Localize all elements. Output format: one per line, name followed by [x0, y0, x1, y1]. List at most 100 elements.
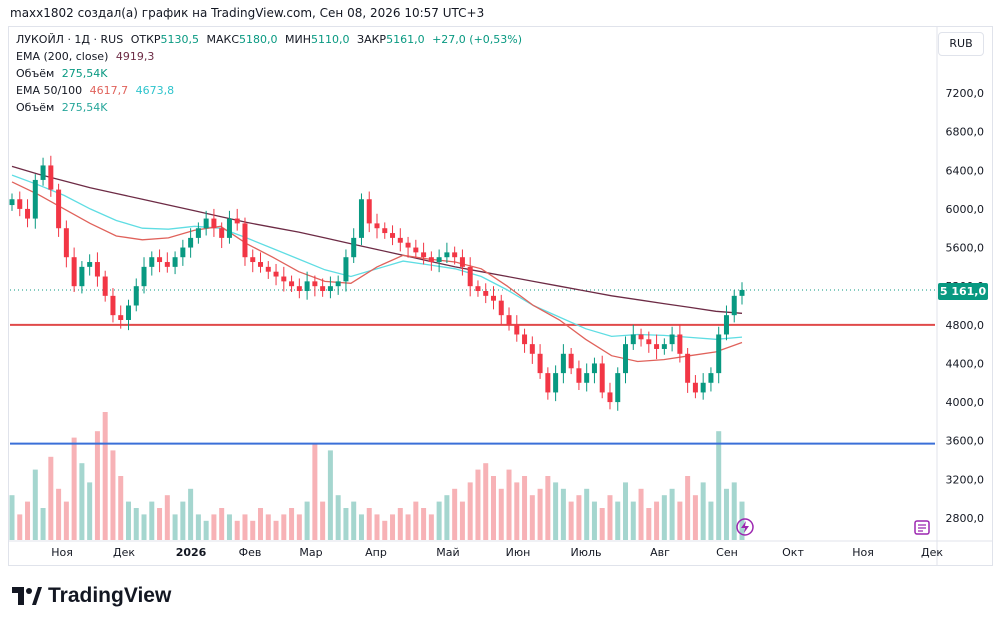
candle[interactable] — [553, 373, 559, 393]
candle[interactable] — [40, 165, 46, 180]
candle[interactable] — [312, 281, 318, 287]
candle[interactable] — [599, 363, 605, 393]
candle[interactable] — [576, 368, 582, 383]
candle[interactable] — [226, 218, 232, 238]
candle[interactable] — [506, 315, 512, 325]
candle[interactable] — [739, 289, 745, 296]
candle[interactable] — [560, 353, 566, 374]
candle[interactable] — [708, 373, 714, 383]
candle[interactable] — [32, 179, 38, 219]
candle[interactable] — [25, 208, 31, 219]
candle[interactable] — [219, 228, 225, 238]
candle[interactable] — [327, 286, 333, 292]
candle[interactable] — [335, 281, 341, 287]
candle[interactable] — [475, 286, 481, 292]
candle[interactable] — [490, 295, 496, 301]
candle[interactable] — [615, 373, 621, 403]
candle[interactable] — [413, 247, 419, 253]
legend-volume-2[interactable]: Объём 275,54K — [16, 101, 111, 114]
candle[interactable] — [273, 271, 279, 277]
candle[interactable] — [568, 353, 574, 369]
candle[interactable] — [125, 305, 131, 320]
candle[interactable] — [459, 257, 465, 267]
candle[interactable] — [646, 339, 652, 345]
candle[interactable] — [397, 237, 403, 243]
candle[interactable] — [452, 252, 458, 258]
candle[interactable] — [483, 291, 489, 296]
candle[interactable] — [677, 334, 683, 354]
candle[interactable] — [343, 257, 349, 282]
candle[interactable] — [304, 281, 310, 292]
candle[interactable] — [71, 257, 77, 287]
candle[interactable] — [94, 262, 100, 277]
legend-volume[interactable]: Объём 275,54K — [16, 67, 111, 80]
candle[interactable] — [654, 344, 660, 349]
candle[interactable] — [716, 334, 722, 374]
candle[interactable] — [141, 266, 147, 287]
candle[interactable] — [498, 300, 504, 316]
chart-frame[interactable] — [8, 26, 993, 566]
candle[interactable] — [211, 218, 217, 229]
candle[interactable] — [180, 247, 186, 258]
candle[interactable] — [661, 344, 667, 349]
candle[interactable] — [366, 199, 372, 224]
candle[interactable] — [234, 218, 240, 224]
legend-ema200[interactable]: EMA (200, close) 4919,3 — [16, 50, 158, 63]
candle[interactable] — [358, 199, 364, 238]
candle[interactable] — [428, 257, 434, 263]
candle[interactable] — [685, 353, 691, 383]
candle[interactable] — [692, 382, 698, 393]
candle[interactable] — [545, 373, 551, 393]
candle[interactable] — [250, 257, 256, 263]
candle[interactable] — [382, 228, 388, 234]
candle[interactable] — [118, 315, 124, 320]
candle[interactable] — [56, 189, 62, 229]
candle[interactable] — [467, 266, 473, 287]
calendar-icon[interactable] — [912, 517, 932, 537]
candle[interactable] — [48, 165, 54, 190]
candle[interactable] — [265, 266, 271, 272]
candle[interactable] — [296, 286, 302, 292]
candle[interactable] — [421, 252, 427, 258]
candle[interactable] — [374, 223, 380, 229]
lightning-icon[interactable] — [735, 517, 755, 537]
candle[interactable] — [623, 344, 629, 374]
candle[interactable] — [444, 252, 450, 258]
candle[interactable] — [281, 276, 287, 282]
candle[interactable] — [242, 223, 248, 258]
candle[interactable] — [164, 262, 170, 267]
candle[interactable] — [133, 286, 139, 306]
candle[interactable] — [188, 237, 194, 248]
candle[interactable] — [9, 199, 15, 206]
candle[interactable] — [514, 324, 520, 335]
candle[interactable] — [172, 257, 178, 267]
candle[interactable] — [157, 257, 163, 263]
candle[interactable] — [87, 262, 93, 267]
candle[interactable] — [351, 237, 357, 258]
candle[interactable] — [63, 228, 69, 258]
candle[interactable] — [522, 334, 528, 345]
candle[interactable] — [390, 233, 396, 238]
candle[interactable] — [700, 382, 706, 393]
candle[interactable] — [607, 392, 613, 403]
candle[interactable] — [149, 257, 155, 267]
legend-symbol[interactable]: ЛУКОЙЛ · 1Д · RUS — [16, 33, 124, 46]
legend-ema50-100[interactable]: EMA 50/100 4617,7 4673,8 — [16, 84, 178, 97]
candle[interactable] — [110, 295, 116, 316]
candle[interactable] — [669, 334, 675, 345]
candle[interactable] — [258, 262, 264, 267]
candle[interactable] — [195, 228, 201, 238]
candle[interactable] — [723, 315, 729, 335]
candle[interactable] — [436, 257, 442, 263]
candle[interactable] — [405, 242, 411, 248]
candle[interactable] — [102, 276, 108, 296]
candle[interactable] — [731, 295, 737, 316]
candle[interactable] — [630, 334, 636, 345]
candle[interactable] — [17, 199, 23, 209]
currency-button[interactable]: RUB — [938, 32, 984, 56]
candle[interactable] — [203, 218, 209, 229]
candle[interactable] — [591, 363, 597, 374]
candle[interactable] — [289, 281, 295, 287]
candle[interactable] — [320, 286, 326, 292]
candle[interactable] — [584, 373, 590, 383]
